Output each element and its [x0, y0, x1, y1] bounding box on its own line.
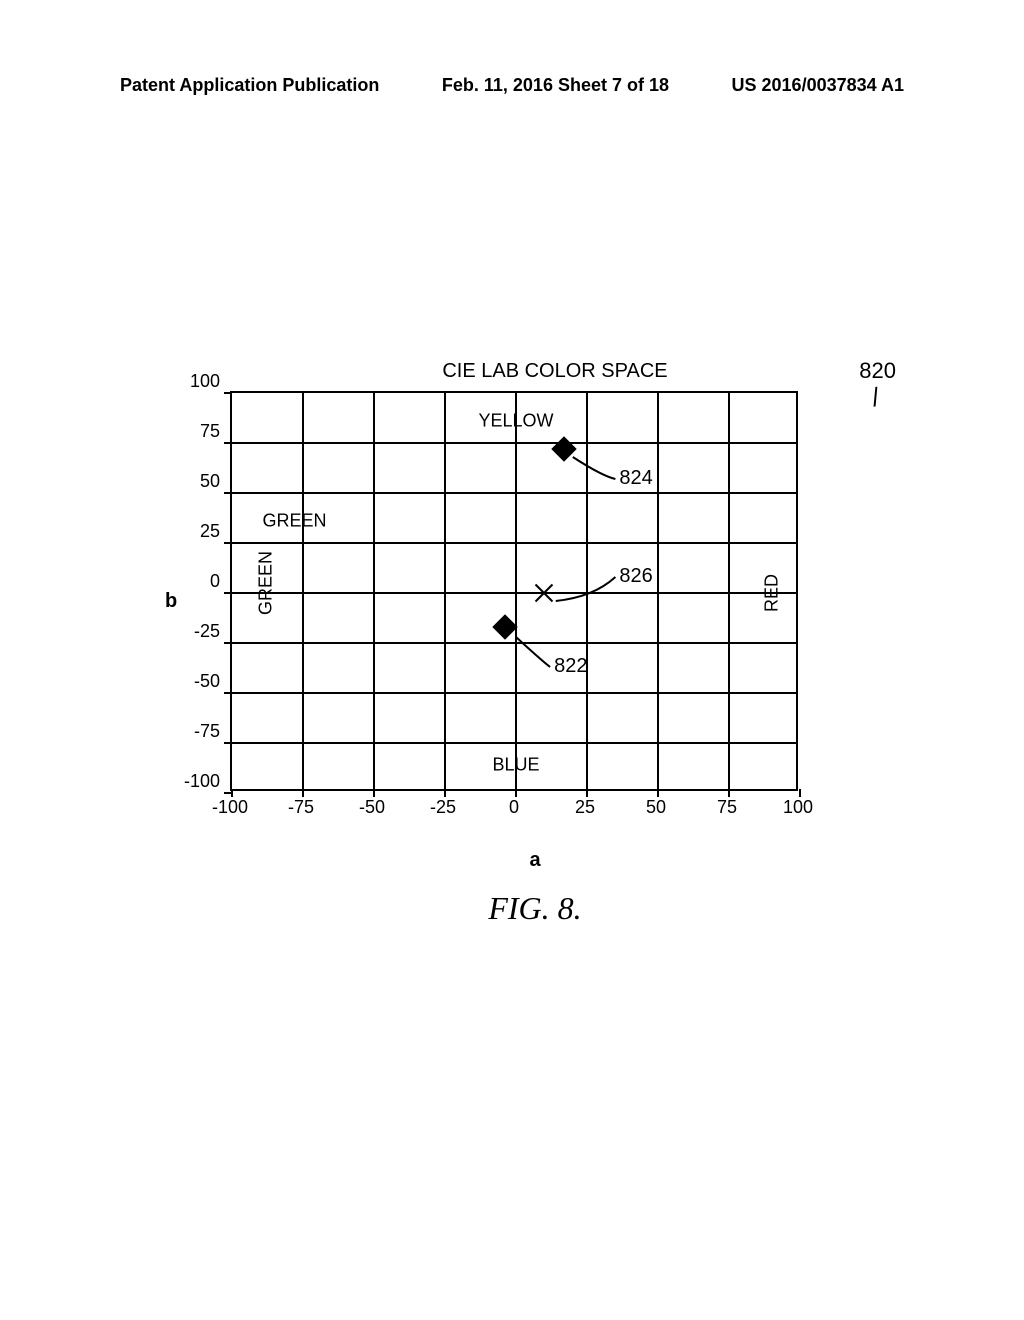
- y-tick: [224, 592, 232, 594]
- x-tick-label: 0: [509, 797, 519, 818]
- y-tick: [224, 492, 232, 494]
- y-tick: [224, 442, 232, 444]
- figure-label: FIG. 8.: [165, 890, 865, 927]
- x-axis-label: a: [165, 849, 865, 872]
- callout-text-822: 822: [554, 655, 587, 678]
- x-tick-label: -25: [430, 797, 456, 818]
- x-tick-label: 25: [575, 797, 595, 818]
- page-header: Patent Application Publication Feb. 11, …: [0, 75, 1024, 96]
- header-center: Feb. 11, 2016 Sheet 7 of 18: [442, 75, 669, 96]
- x-tick-label: 75: [717, 797, 737, 818]
- x-tick-label: 50: [646, 797, 666, 818]
- x-tick-label: 100: [783, 797, 813, 818]
- y-tick: [224, 792, 232, 794]
- x-tick-label: -75: [288, 797, 314, 818]
- y-tick-label: 25: [200, 521, 220, 542]
- chart-title: CIE LAB COLOR SPACE: [165, 360, 865, 383]
- plot-area: YELLOWBLUEGREENGREENRED824826822: [230, 391, 798, 791]
- x-axis-ticks: -100-75-50-250255075100: [230, 797, 798, 821]
- y-tick-label: 100: [190, 371, 220, 392]
- y-tick: [224, 542, 232, 544]
- y-tick: [224, 742, 232, 744]
- x-tick-label: -50: [359, 797, 385, 818]
- plot-wrapper: 1007550250-25-50-75-100 YELLOWBLUEGREENG…: [165, 391, 865, 791]
- y-tick-label: 75: [200, 421, 220, 442]
- y-tick-label: 0: [210, 571, 220, 592]
- header-left: Patent Application Publication: [120, 75, 379, 96]
- y-tick-label: 50: [200, 471, 220, 492]
- y-tick-label: -50: [194, 671, 220, 692]
- y-tick-label: -25: [194, 621, 220, 642]
- chart-container: CIE LAB COLOR SPACE 100 75 50 25 0 -25 -50 -75 -…: [165, 360, 865, 890]
- callout-line-822: [232, 393, 800, 793]
- y-tick-label: -75: [194, 721, 220, 742]
- header-right: US 2016/0037834 A1: [732, 75, 904, 96]
- y-tick: [224, 692, 232, 694]
- ref-820-slash: /: [869, 382, 882, 414]
- y-tick: [224, 642, 232, 644]
- y-axis-ticks: 1007550250-25-50-75-100: [165, 381, 220, 781]
- y-tick: [224, 392, 232, 394]
- y-tick-label: -100: [184, 771, 220, 792]
- x-tick-label: -100: [212, 797, 248, 818]
